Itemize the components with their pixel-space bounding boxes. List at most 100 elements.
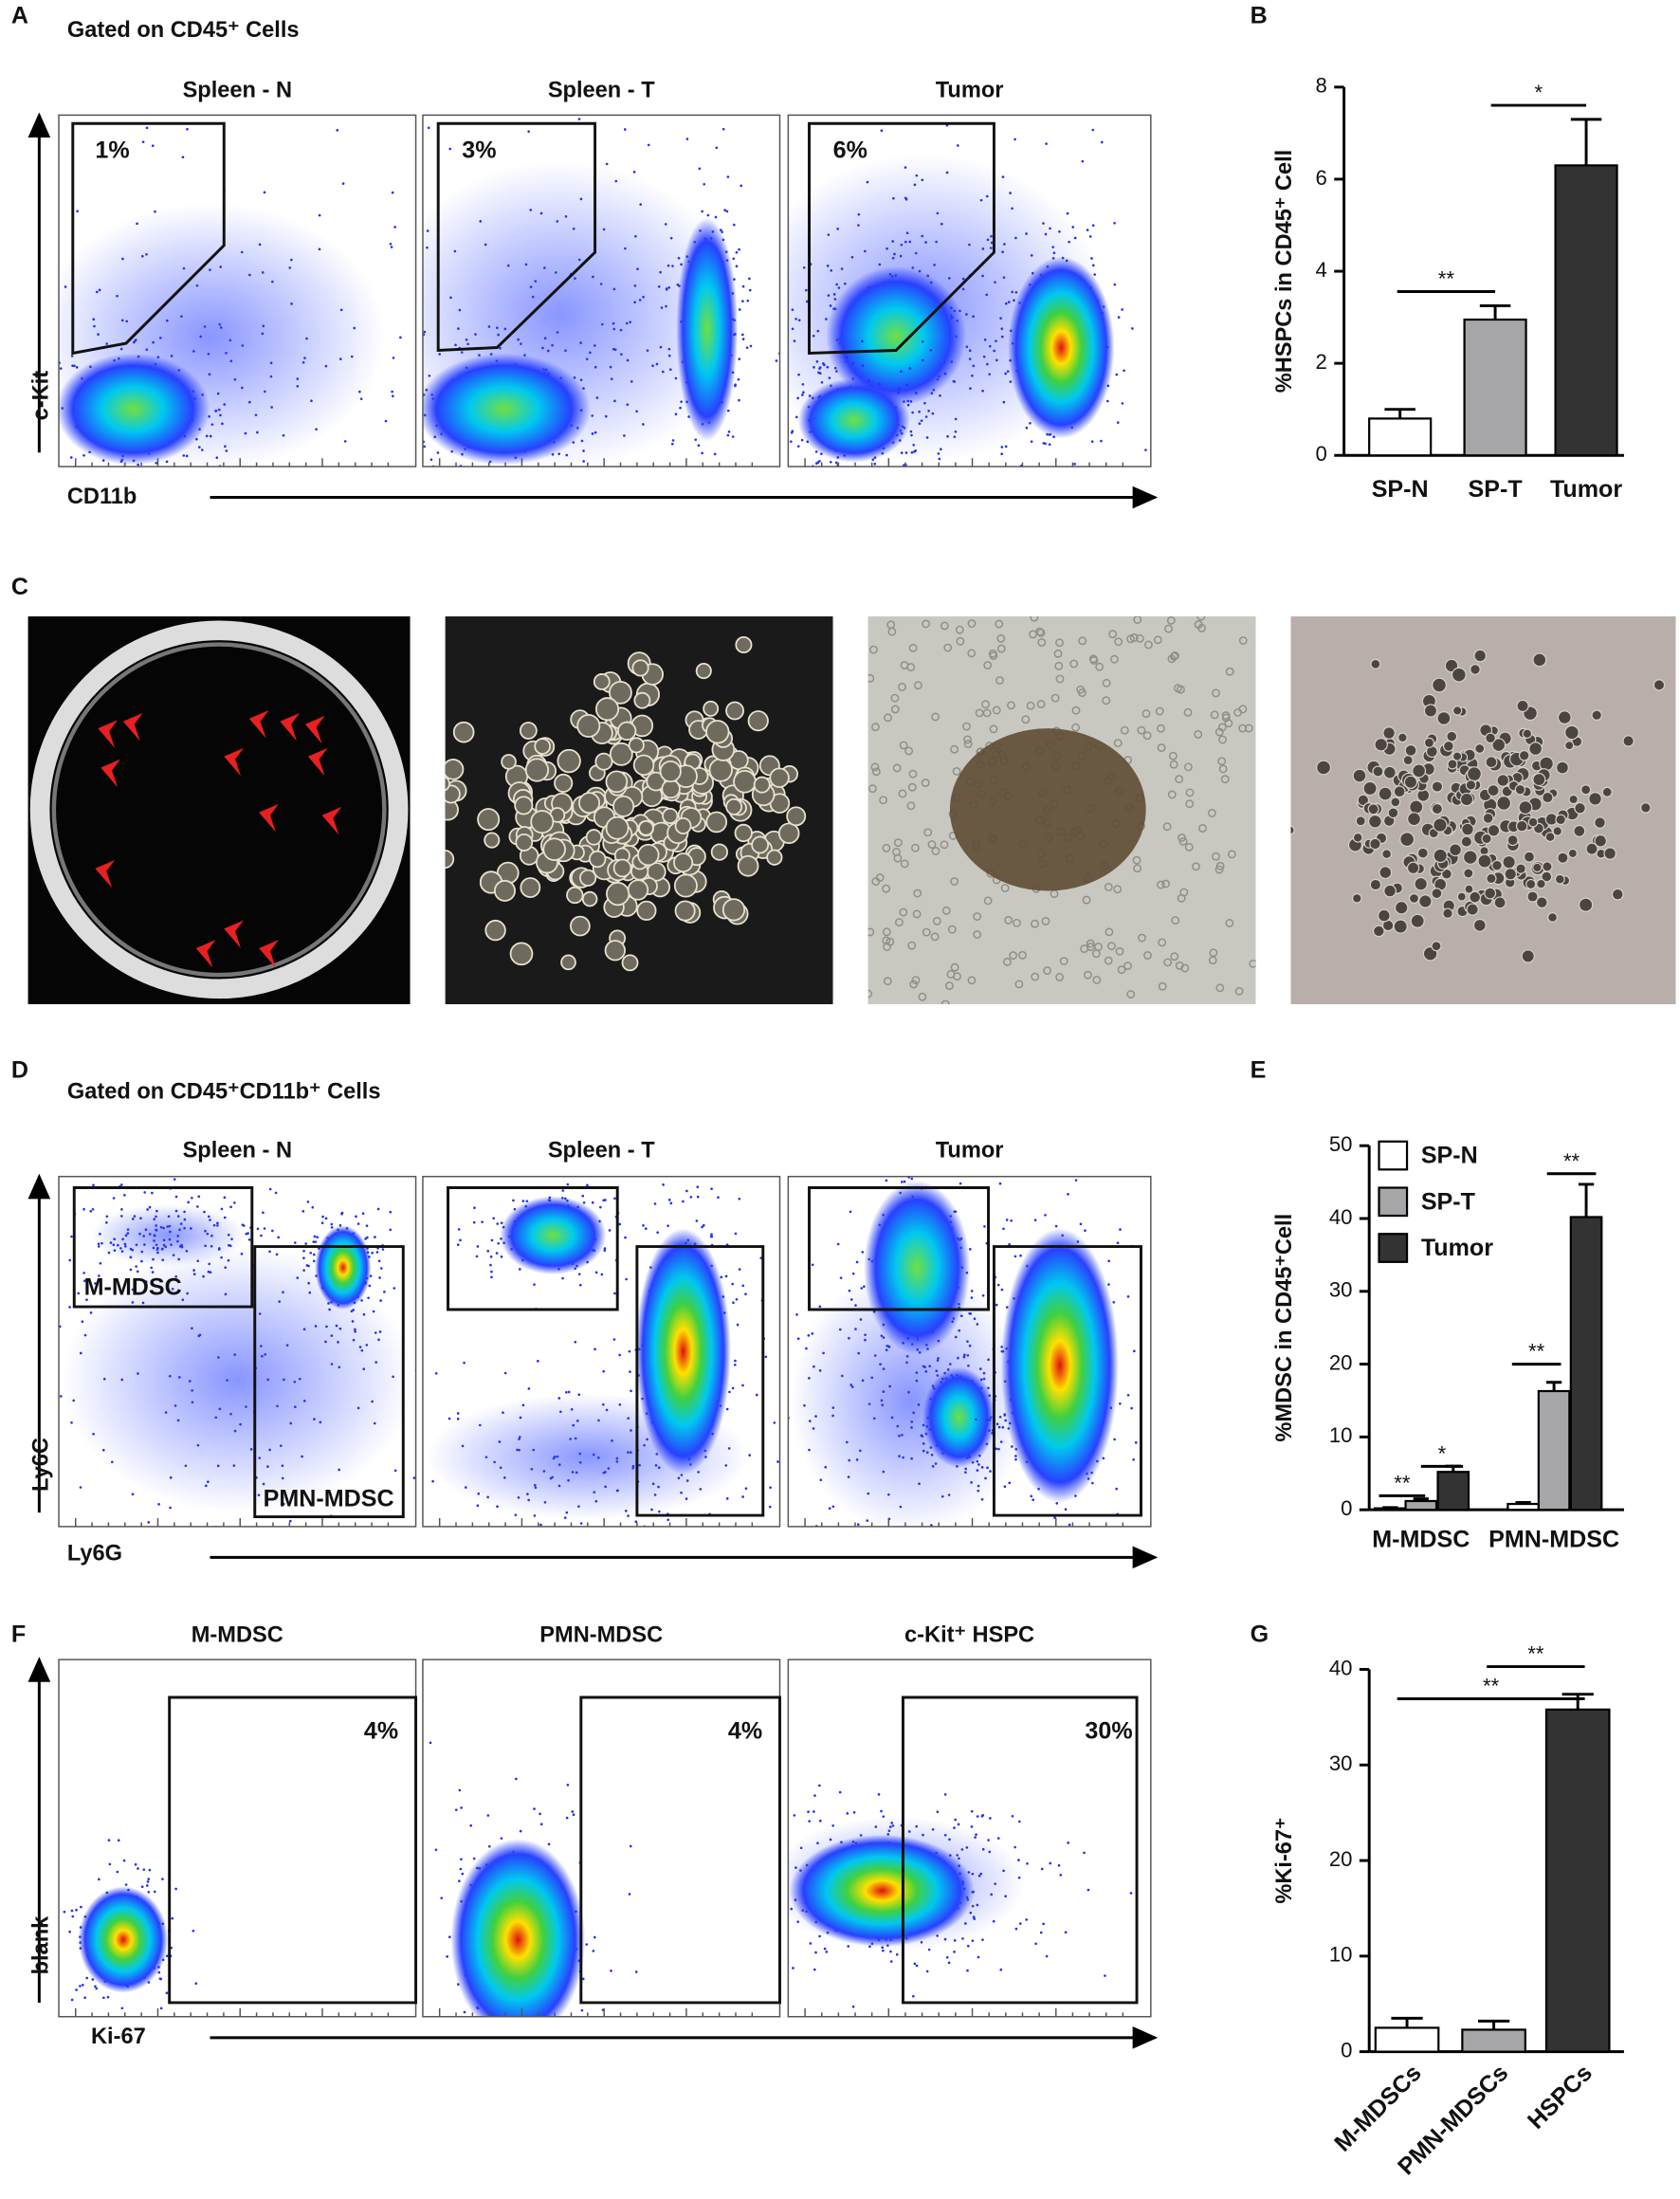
cell xyxy=(705,720,730,744)
dish-rim xyxy=(29,620,409,999)
event-dot xyxy=(613,1292,616,1295)
event-dot xyxy=(809,1942,813,1945)
event-dot xyxy=(389,341,392,344)
cell xyxy=(1463,868,1474,879)
flow-plot xyxy=(13,114,417,467)
flow-plot xyxy=(58,1658,418,2018)
cell xyxy=(975,708,984,718)
event-dot xyxy=(973,520,976,522)
event-dot xyxy=(55,1311,58,1314)
event-dot xyxy=(608,1229,612,1232)
event-dot xyxy=(438,478,441,481)
event-dot xyxy=(642,423,645,426)
event-dot xyxy=(1116,1241,1120,1245)
cell xyxy=(886,937,895,946)
cell xyxy=(1143,640,1153,650)
cell xyxy=(1452,751,1463,761)
flow-plot xyxy=(787,1164,1152,1587)
cell xyxy=(612,858,632,878)
event-dot xyxy=(304,1242,308,1245)
event-dot xyxy=(776,299,778,302)
event-dot xyxy=(880,1809,883,1813)
density-blob xyxy=(500,1196,607,1275)
event-dot xyxy=(1051,246,1055,248)
event-dot xyxy=(1029,421,1032,425)
gate-label: 4% xyxy=(364,1718,398,1745)
event-dot xyxy=(91,1207,95,1211)
cell xyxy=(786,806,807,827)
event-dot xyxy=(365,434,368,437)
event-dot xyxy=(618,1402,622,1406)
event-dot xyxy=(496,1222,500,1225)
event-dot xyxy=(429,1741,432,1745)
cell xyxy=(910,843,920,852)
cell xyxy=(1418,894,1433,908)
event-dot xyxy=(13,386,16,389)
event-dot xyxy=(939,1164,941,1166)
event-dot xyxy=(690,485,693,487)
plot-frame xyxy=(58,1175,417,1528)
event-dot xyxy=(429,458,433,462)
event-dot xyxy=(1131,327,1134,330)
events xyxy=(788,1784,1133,2008)
event-dot xyxy=(537,2033,539,2036)
y-tick-label: 30 xyxy=(1329,1751,1353,1775)
event-dot xyxy=(964,1467,968,1471)
cell xyxy=(1378,908,1391,923)
event-dot xyxy=(972,1915,976,1918)
event-dot xyxy=(848,1289,851,1292)
cell xyxy=(1158,981,1167,991)
cell xyxy=(1449,843,1462,857)
cell xyxy=(1446,730,1458,742)
event-dot xyxy=(910,1426,913,1429)
event-dot xyxy=(1000,452,1003,456)
cell xyxy=(1168,751,1178,760)
event-dot xyxy=(1086,1544,1088,1547)
cell xyxy=(1516,699,1529,713)
cell xyxy=(1381,849,1393,860)
cell xyxy=(1030,616,1039,622)
cell xyxy=(1055,674,1065,684)
y-tick-label: 40 xyxy=(1329,1656,1353,1679)
cell xyxy=(1198,824,1207,833)
cell xyxy=(1110,654,1119,664)
event-dot xyxy=(80,1905,82,1909)
event-dot xyxy=(53,347,56,350)
cell xyxy=(1071,723,1081,732)
event-dot xyxy=(282,433,285,437)
event-dot xyxy=(1091,224,1095,228)
cell xyxy=(1210,710,1219,720)
event-dot xyxy=(75,1988,78,1991)
event-dot xyxy=(5,1351,8,1354)
event-dot xyxy=(970,1825,974,1828)
event-dot xyxy=(497,1241,501,1245)
cell xyxy=(1357,794,1370,807)
cell xyxy=(1436,711,1452,725)
event-dot xyxy=(409,1454,411,1457)
event-dot xyxy=(209,434,212,438)
cell xyxy=(484,919,506,942)
cell xyxy=(1179,888,1189,897)
cell xyxy=(909,980,919,989)
cell xyxy=(418,786,439,807)
event-dot xyxy=(92,318,96,321)
event-dot xyxy=(799,476,802,479)
event-dot xyxy=(1025,232,1028,235)
event-dot xyxy=(56,270,59,273)
event-dot xyxy=(1009,380,1013,383)
plot-title: Spleen - N xyxy=(183,79,292,103)
event-dot xyxy=(581,1194,585,1198)
event-dot xyxy=(915,1379,919,1383)
event-dot xyxy=(161,1878,164,1880)
event-dot xyxy=(667,285,671,289)
event-dot xyxy=(1003,243,1006,246)
bar xyxy=(1374,2026,1440,2053)
cell xyxy=(1452,706,1463,716)
event-dot xyxy=(690,482,693,485)
event-dot xyxy=(887,1585,890,1587)
cell xyxy=(445,776,450,792)
event-dot xyxy=(968,1248,972,1251)
significance-mark: ** xyxy=(1438,266,1455,290)
event-dot xyxy=(341,182,345,185)
legend-label: SP-N xyxy=(1421,1143,1478,1169)
